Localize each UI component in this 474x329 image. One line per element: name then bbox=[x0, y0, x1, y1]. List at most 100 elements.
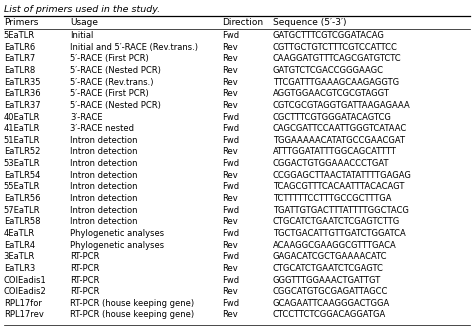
Text: COIEadis1: COIEadis1 bbox=[4, 276, 46, 285]
Text: RT-PCR (house keeping gene): RT-PCR (house keeping gene) bbox=[70, 311, 194, 319]
Text: RT-PCR (house keeping gene): RT-PCR (house keeping gene) bbox=[70, 299, 194, 308]
Text: Usage: Usage bbox=[70, 18, 98, 27]
Text: TTCGATTTGAAAGCAAGAGGTG: TTCGATTTGAAAGCAAGAGGTG bbox=[273, 78, 399, 87]
Text: CGGCATGTGCGAGATTAGCC: CGGCATGTGCGAGATTAGCC bbox=[273, 287, 388, 296]
Text: 57EaTLR: 57EaTLR bbox=[4, 206, 40, 215]
Text: 51EaTLR: 51EaTLR bbox=[4, 136, 40, 145]
Text: Rev: Rev bbox=[222, 264, 237, 273]
Text: 3EaTLR: 3EaTLR bbox=[4, 252, 35, 261]
Text: 5′-RACE (Rev.trans.): 5′-RACE (Rev.trans.) bbox=[70, 78, 154, 87]
Text: Phylogenetic analyses: Phylogenetic analyses bbox=[70, 240, 164, 250]
Text: EaTLR3: EaTLR3 bbox=[4, 264, 35, 273]
Text: Rev: Rev bbox=[222, 240, 237, 250]
Text: CAGCGATTCCAATTGGGTCATAAC: CAGCGATTCCAATTGGGTCATAAC bbox=[273, 124, 407, 133]
Text: EaTLR8: EaTLR8 bbox=[4, 66, 35, 75]
Text: Sequence (5′-3′): Sequence (5′-3′) bbox=[273, 18, 346, 27]
Text: TGGAAAAACATATGCCGAACGAT: TGGAAAAACATATGCCGAACGAT bbox=[273, 136, 404, 145]
Text: Fwd: Fwd bbox=[222, 229, 239, 238]
Text: COIEadis2: COIEadis2 bbox=[4, 287, 46, 296]
Text: RT-PCR: RT-PCR bbox=[70, 287, 100, 296]
Text: Intron detection: Intron detection bbox=[70, 206, 137, 215]
Text: GGGTTTGGAAACTGATTGT: GGGTTTGGAAACTGATTGT bbox=[273, 276, 381, 285]
Text: 40EaTLR: 40EaTLR bbox=[4, 113, 40, 121]
Text: AGGTGGAACGTCGCGTAGGT: AGGTGGAACGTCGCGTAGGT bbox=[273, 89, 390, 98]
Text: 5′-RACE (Nested PCR): 5′-RACE (Nested PCR) bbox=[70, 101, 161, 110]
Text: Rev: Rev bbox=[222, 43, 237, 52]
Text: Fwd: Fwd bbox=[222, 124, 239, 133]
Text: RT-PCR: RT-PCR bbox=[70, 276, 100, 285]
Text: CGTCGCGTAGGTGATTAAGAGAAA: CGTCGCGTAGGTGATTAAGAGAAA bbox=[273, 101, 410, 110]
Text: CCGGAGCTTAACTATATTTTGAGAG: CCGGAGCTTAACTATATTTTGAGAG bbox=[273, 171, 411, 180]
Text: Rev: Rev bbox=[222, 101, 237, 110]
Text: Fwd: Fwd bbox=[222, 159, 239, 168]
Text: EaTLR4: EaTLR4 bbox=[4, 240, 35, 250]
Text: RPL17rev: RPL17rev bbox=[4, 311, 44, 319]
Text: Phylogenetic analyses: Phylogenetic analyses bbox=[70, 229, 164, 238]
Text: CAAGGATGTTTCAGCGATGTCTC: CAAGGATGTTTCAGCGATGTCTC bbox=[273, 54, 401, 63]
Text: Fwd: Fwd bbox=[222, 276, 239, 285]
Text: CGGACTGTGGAAACCCTGAT: CGGACTGTGGAAACCCTGAT bbox=[273, 159, 389, 168]
Text: Intron detection: Intron detection bbox=[70, 171, 137, 180]
Text: Rev: Rev bbox=[222, 217, 237, 226]
Text: List of primers used in the study.: List of primers used in the study. bbox=[4, 5, 160, 14]
Text: Rev: Rev bbox=[222, 194, 237, 203]
Text: 5′-RACE (First PCR): 5′-RACE (First PCR) bbox=[70, 54, 149, 63]
Text: GATGCTTTCGTCGGATACAG: GATGCTTTCGTCGGATACAG bbox=[273, 31, 384, 40]
Text: GCAGAATTCAAGGGACTGGA: GCAGAATTCAAGGGACTGGA bbox=[273, 299, 390, 308]
Text: Rev: Rev bbox=[222, 66, 237, 75]
Text: ATTTGGATATTTGGCAGCATTTT: ATTTGGATATTTGGCAGCATTTT bbox=[273, 147, 396, 157]
Text: Fwd: Fwd bbox=[222, 31, 239, 40]
Text: 55EaTLR: 55EaTLR bbox=[4, 182, 40, 191]
Text: EaTLR6: EaTLR6 bbox=[4, 43, 35, 52]
Text: Initial: Initial bbox=[70, 31, 93, 40]
Text: Direction: Direction bbox=[222, 18, 263, 27]
Text: Rev: Rev bbox=[222, 78, 237, 87]
Text: CTGCATCTGAATCTCGAGTC: CTGCATCTGAATCTCGAGTC bbox=[273, 264, 383, 273]
Text: EaTLR56: EaTLR56 bbox=[4, 194, 40, 203]
Text: RT-PCR: RT-PCR bbox=[70, 264, 100, 273]
Text: EaTLR54: EaTLR54 bbox=[4, 171, 40, 180]
Text: TCAGCGTTTCACAATTTACACAGT: TCAGCGTTTCACAATTTACACAGT bbox=[273, 182, 404, 191]
Text: ACAAGGCGAAGGCGTTTGACA: ACAAGGCGAAGGCGTTTGACA bbox=[273, 240, 396, 250]
Text: Fwd: Fwd bbox=[222, 252, 239, 261]
Text: GATGTCTCGACCGGGAAGC: GATGTCTCGACCGGGAAGC bbox=[273, 66, 383, 75]
Text: EaTLR37: EaTLR37 bbox=[4, 101, 40, 110]
Text: Intron detection: Intron detection bbox=[70, 147, 137, 157]
Text: Rev: Rev bbox=[222, 147, 237, 157]
Text: Initial and 5′-RACE (Rev.trans.): Initial and 5′-RACE (Rev.trans.) bbox=[70, 43, 198, 52]
Text: Intron detection: Intron detection bbox=[70, 182, 137, 191]
Text: Rev: Rev bbox=[222, 171, 237, 180]
Text: CTCCTTCTCGGACAGGATGA: CTCCTTCTCGGACAGGATGA bbox=[273, 311, 386, 319]
Text: GAGACATCGCTGAAAACATC: GAGACATCGCTGAAAACATC bbox=[273, 252, 387, 261]
Text: 5EaTLR: 5EaTLR bbox=[4, 31, 35, 40]
Text: Intron detection: Intron detection bbox=[70, 159, 137, 168]
Text: Rev: Rev bbox=[222, 89, 237, 98]
Text: CGTTGCTGTCTTTCGTCCATTCC: CGTTGCTGTCTTTCGTCCATTCC bbox=[273, 43, 397, 52]
Text: CGCTTTCGTGGGATACAGTCG: CGCTTTCGTGGGATACAGTCG bbox=[273, 113, 392, 121]
Text: 3′-RACE: 3′-RACE bbox=[70, 113, 103, 121]
Text: Fwd: Fwd bbox=[222, 206, 239, 215]
Text: Rev: Rev bbox=[222, 287, 237, 296]
Text: 3′-RACE nested: 3′-RACE nested bbox=[70, 124, 134, 133]
Text: Primers: Primers bbox=[4, 18, 38, 27]
Text: 53EaTLR: 53EaTLR bbox=[4, 159, 40, 168]
Text: Intron detection: Intron detection bbox=[70, 217, 137, 226]
Text: EaTLR52: EaTLR52 bbox=[4, 147, 40, 157]
Text: Fwd: Fwd bbox=[222, 299, 239, 308]
Text: 5′-RACE (First PCR): 5′-RACE (First PCR) bbox=[70, 89, 149, 98]
Text: 4EaTLR: 4EaTLR bbox=[4, 229, 35, 238]
Text: TGATTGTGACTTTATTTTGGCTACG: TGATTGTGACTTTATTTTGGCTACG bbox=[273, 206, 409, 215]
Text: TCTTTTTCCTTTGCCGCTTTGA: TCTTTTTCCTTTGCCGCTTTGA bbox=[273, 194, 391, 203]
Text: EaTLR36: EaTLR36 bbox=[4, 89, 40, 98]
Text: EaTLR35: EaTLR35 bbox=[4, 78, 40, 87]
Text: RPL17for: RPL17for bbox=[4, 299, 42, 308]
Text: 5′-RACE (Nested PCR): 5′-RACE (Nested PCR) bbox=[70, 66, 161, 75]
Text: TGCTGACATTGTTGATCTGGATCA: TGCTGACATTGTTGATCTGGATCA bbox=[273, 229, 405, 238]
Text: Intron detection: Intron detection bbox=[70, 194, 137, 203]
Text: Rev: Rev bbox=[222, 311, 237, 319]
Text: CTGCATCTGAATCTCGAGTCTTG: CTGCATCTGAATCTCGAGTCTTG bbox=[273, 217, 400, 226]
Text: Intron detection: Intron detection bbox=[70, 136, 137, 145]
Text: Fwd: Fwd bbox=[222, 113, 239, 121]
Text: EaTLR7: EaTLR7 bbox=[4, 54, 35, 63]
Text: 41EaTLR: 41EaTLR bbox=[4, 124, 40, 133]
